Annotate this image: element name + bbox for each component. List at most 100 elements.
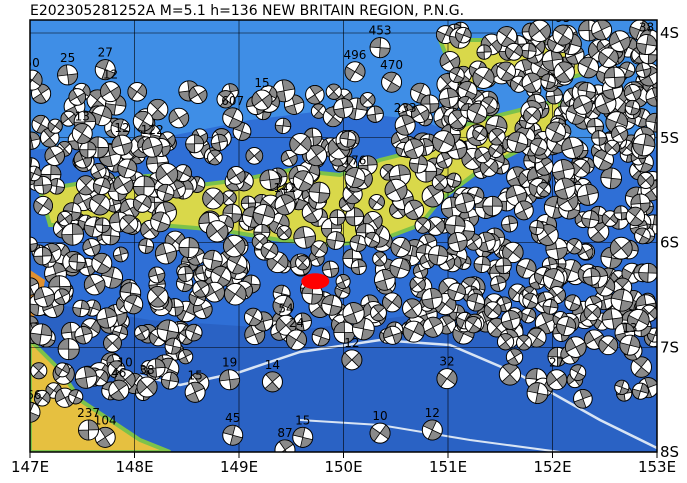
beachball-quadrant [321, 294, 343, 316]
beachball [245, 146, 264, 165]
beachball-quadrant [582, 267, 601, 286]
beachball [31, 114, 51, 134]
beachball-quadrant [403, 298, 421, 319]
event-beachball [591, 20, 613, 41]
beachball-quadrant [565, 337, 587, 357]
beachball-quadrant [322, 260, 339, 278]
beachball [243, 307, 263, 327]
event-beachball [546, 369, 568, 391]
beachball-quadrant [577, 183, 599, 206]
beachball-quadrant [329, 209, 346, 226]
beachball-quadrant [103, 336, 122, 351]
beachball [372, 251, 388, 267]
depth-label: 46 [111, 366, 126, 380]
beachball-quadrant [274, 117, 292, 134]
beachball [635, 62, 652, 78]
beachball [335, 273, 351, 290]
beachball [94, 217, 111, 233]
beachball-quadrant [72, 299, 90, 318]
depth-label: 142 [274, 181, 297, 195]
beachball [30, 323, 53, 346]
beachball-quadrant [121, 214, 136, 234]
beachball [410, 104, 430, 124]
beachball [598, 47, 619, 68]
beachball [506, 131, 529, 153]
beachball-quadrant [422, 419, 442, 441]
beachball [604, 139, 621, 156]
beachball-quadrant [306, 85, 324, 105]
beachball [150, 211, 171, 233]
beachball-quadrant [68, 253, 86, 271]
beachball-quadrant [157, 183, 175, 202]
beachball-quadrant [149, 286, 166, 308]
event-beachball [78, 419, 100, 441]
beachball [123, 294, 144, 315]
event-beachball [292, 426, 314, 448]
beachball-quadrant [83, 274, 106, 295]
beachball-quadrant [483, 303, 502, 318]
event-beachball [394, 114, 416, 136]
depth-label: 54 [278, 301, 293, 315]
beachball-quadrant [546, 371, 567, 389]
beachball-quadrant [637, 173, 655, 187]
event-beachball [421, 419, 443, 441]
event-beachball [94, 59, 116, 81]
beachball-quadrant [638, 262, 657, 283]
beachball-quadrant [482, 195, 503, 217]
beachball [321, 260, 340, 278]
depth-label: 12 [114, 121, 129, 135]
event-beachball [136, 376, 158, 398]
beachball-quadrant [280, 150, 298, 166]
beachball-quadrant [523, 292, 538, 309]
beachball-quadrant [82, 238, 101, 256]
beachball [564, 336, 587, 358]
event-beachball [261, 371, 283, 393]
beachball-quadrant [634, 227, 650, 245]
beachball-quadrant [251, 91, 273, 109]
beachball [513, 200, 534, 221]
beachball [359, 92, 376, 108]
beachball [496, 61, 517, 82]
beachball [57, 210, 73, 227]
beachball-quadrant [490, 128, 504, 146]
beachball [223, 234, 246, 258]
beachball-quadrant [350, 259, 367, 275]
lat-tick-label: 7S [660, 338, 679, 356]
beachball [632, 133, 656, 157]
beachball [373, 269, 396, 291]
beachball [591, 130, 607, 146]
beachball [630, 356, 653, 378]
beachball [224, 282, 247, 306]
beachball [305, 84, 325, 105]
beachball [178, 349, 194, 365]
event-beachball [369, 422, 391, 444]
beachball [134, 324, 150, 341]
beachball [60, 110, 77, 127]
beachball-quadrant [554, 177, 576, 200]
beachball [132, 175, 156, 198]
beachball-quadrant [178, 237, 200, 259]
beachball [528, 20, 551, 43]
beachball [490, 275, 507, 292]
beachball [202, 249, 223, 271]
event-beachball [30, 69, 43, 91]
beachball [631, 382, 649, 400]
beachball-quadrant [30, 71, 43, 87]
depth-label: 27 [98, 46, 113, 60]
beachball [516, 334, 532, 351]
beachball [210, 133, 228, 152]
beachball-quadrant [245, 307, 262, 327]
beachball-quadrant [96, 307, 118, 329]
beachball [522, 292, 539, 309]
beachball [572, 95, 593, 115]
beachball [482, 195, 503, 217]
beachball-quadrant [447, 283, 466, 301]
beachball-quadrant [507, 131, 528, 153]
beachball-quadrant [479, 160, 499, 175]
beachball [53, 288, 71, 306]
depth-label: 13 [622, 321, 637, 335]
beachball [466, 103, 488, 124]
beachball-quadrant [155, 164, 179, 184]
